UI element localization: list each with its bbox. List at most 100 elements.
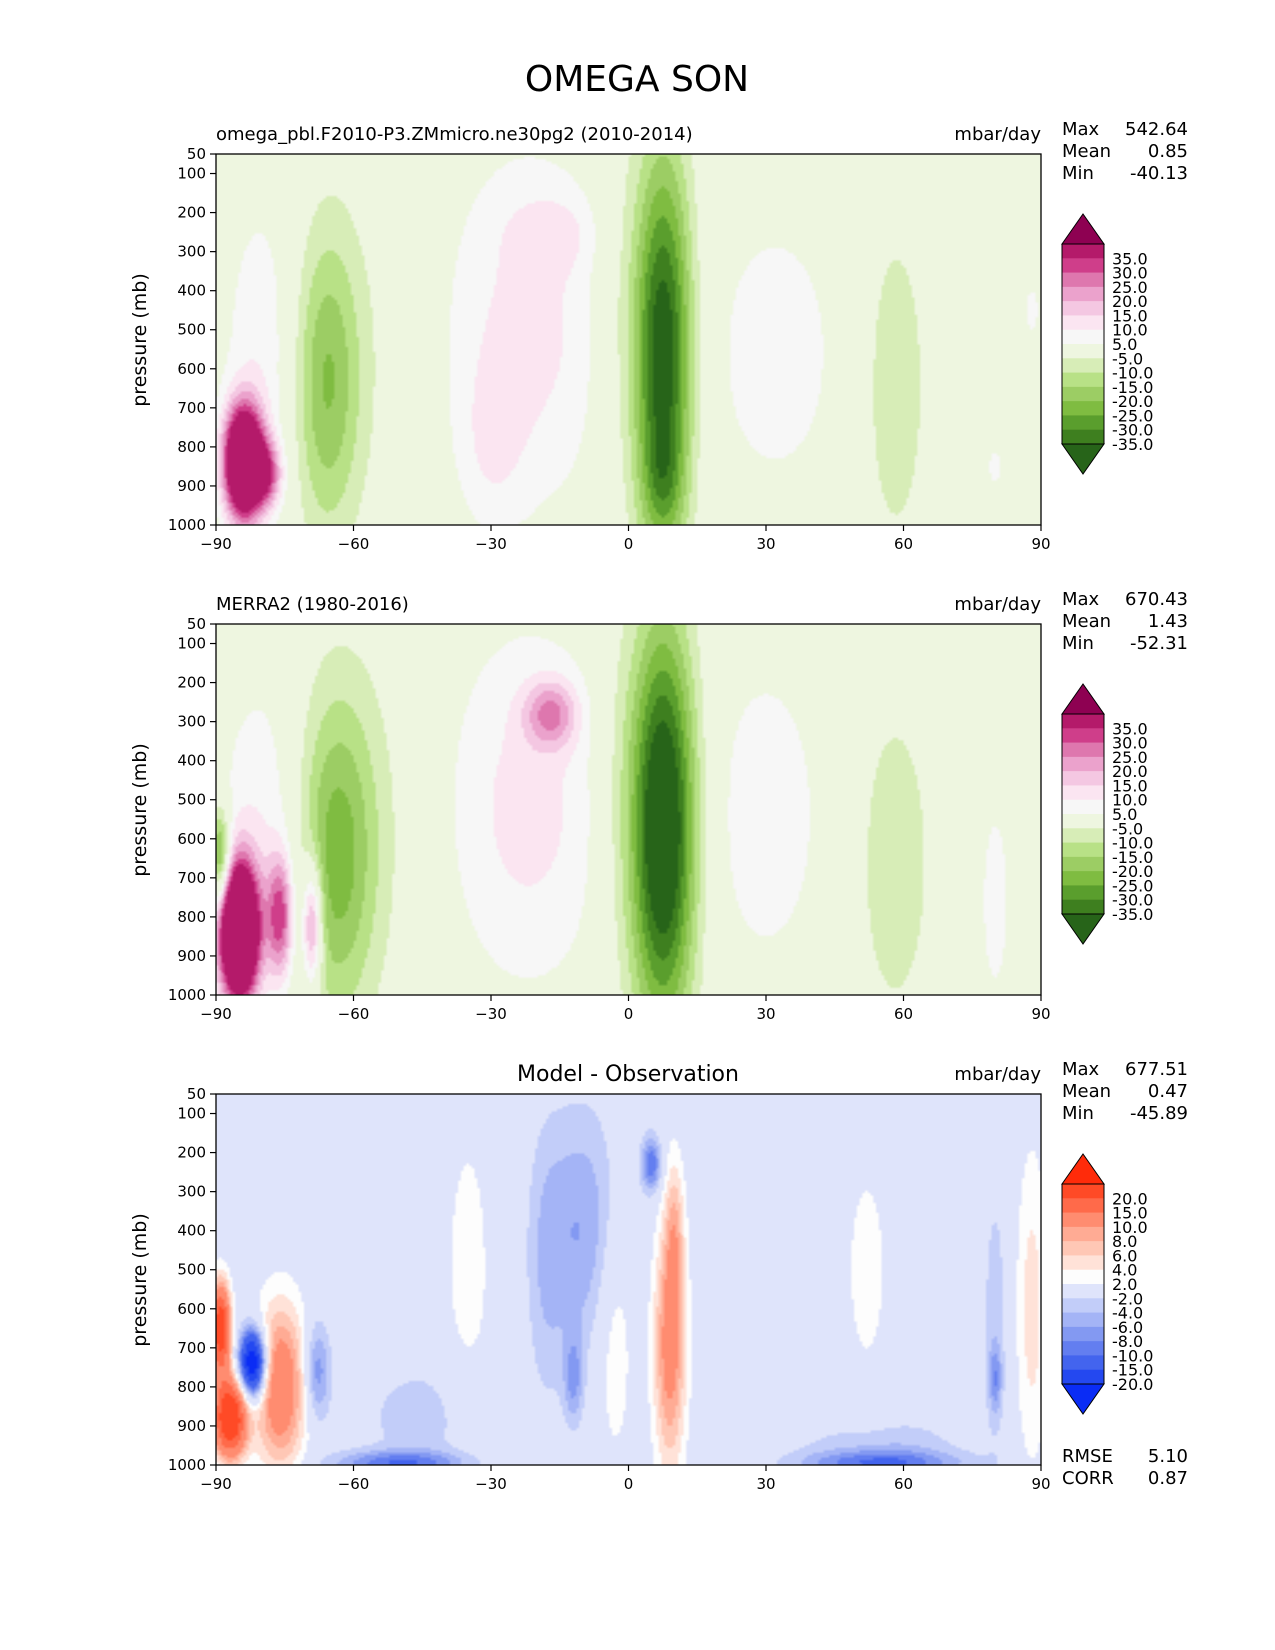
panel-obs-left-title: MERRA2 (1980-2016) [216, 594, 409, 615]
colorbar-label: -8.0 [1112, 1332, 1143, 1351]
panel-obs-stat-mean-label: Mean [1062, 611, 1111, 632]
y-tick-label: 300 [177, 243, 206, 261]
panel-model-left-title: omega_pbl.F2010-P3.ZMmicro.ne30pg2 (2010… [216, 124, 693, 145]
y-tick-label: 800 [177, 908, 206, 926]
panel-obs-y-ticks: 50 100 200 300 400 500 600 700 800 900 1000 [168, 615, 216, 1004]
colorbar-label: -10.0 [1112, 1346, 1153, 1365]
y-tick-label: 900 [177, 477, 206, 495]
colorbar-label: 20.0 [1112, 762, 1148, 781]
colorbar-bin [1062, 358, 1104, 374]
colorbar-bin [1062, 272, 1104, 288]
panel-diff-rmse-value: 5.10 [1148, 1446, 1188, 1467]
colorbar-label: -10.0 [1112, 834, 1153, 853]
colorbar-label: -20.0 [1112, 1375, 1153, 1394]
colorbar-bin [1062, 714, 1104, 729]
x-tick-label: −90 [200, 535, 232, 553]
x-tick-label: 90 [1031, 535, 1050, 553]
colorbar-bin [1062, 899, 1104, 915]
colorbar-label: 2.0 [1112, 1275, 1137, 1294]
panel-obs-ylabel: pressure (mb) [129, 743, 151, 877]
y-tick-label: 600 [177, 360, 206, 378]
panel-model-stat-min-value: -40.13 [1130, 163, 1188, 184]
colorbar-bin [1062, 1269, 1104, 1285]
colorbar-bin [1062, 344, 1104, 359]
panel-model-units: mbar/day [954, 124, 1041, 145]
colorbar-label: 5.0 [1112, 335, 1137, 354]
colorbar-bin [1062, 785, 1104, 801]
y-tick-label: 1000 [168, 1456, 206, 1474]
colorbar-bin [1062, 415, 1104, 431]
y-tick-label: 50 [187, 1085, 206, 1103]
colorbar-frame [1061, 713, 1105, 915]
panel-model-x-ticks: −90 −60 −30 0 30 60 90 [200, 525, 1051, 553]
panel-diff-ylabel: pressure (mb) [129, 1213, 151, 1347]
y-tick-label: 50 [187, 145, 206, 163]
panel-obs-units: mbar/day [954, 594, 1041, 615]
panel-obs-stat-max-label: Max [1062, 589, 1100, 610]
panel-diff-contour-fill [216, 1094, 1041, 1465]
colorbar-bin [1062, 728, 1104, 744]
colorbar-bin [1062, 258, 1104, 274]
y-tick-label: 600 [177, 830, 206, 848]
colorbar-label: 6.0 [1112, 1246, 1137, 1265]
y-tick-label: 300 [177, 1183, 206, 1201]
colorbar-frame [1061, 1183, 1105, 1385]
colorbar-bin [1062, 1184, 1104, 1199]
colorbar-bin [1062, 756, 1104, 772]
panel-diff-corr-label: CORR [1062, 1468, 1114, 1489]
colorbar-label: 25.0 [1112, 748, 1148, 767]
x-tick-label: 60 [894, 1475, 913, 1493]
x-tick-label: 30 [756, 1005, 775, 1023]
colorbar-bin [1062, 842, 1104, 858]
colorbar-label: -15.0 [1112, 1361, 1153, 1380]
colorbar-bin [1062, 1255, 1104, 1271]
colorbar-label: 5.0 [1112, 805, 1137, 824]
y-tick-label: 800 [177, 1378, 206, 1396]
colorbar-bin [1062, 885, 1104, 901]
colorbar-label: 20.0 [1112, 1189, 1148, 1208]
panel-diff-stat-min-label: Min [1062, 1103, 1094, 1124]
colorbar-label: -25.0 [1112, 406, 1153, 425]
y-tick-label: 500 [177, 791, 206, 809]
x-tick-label: −90 [200, 1005, 232, 1023]
colorbar-bin [1062, 386, 1104, 402]
panel-obs-x-ticks: −90 −60 −30 0 30 60 90 [200, 995, 1051, 1023]
colorbar-label: -35.0 [1112, 435, 1153, 454]
colorbar-bin [1062, 1312, 1104, 1328]
panel-diff-stat-mean-label: Mean [1062, 1081, 1111, 1102]
x-tick-label: 30 [756, 535, 775, 553]
colorbar-label: -20.0 [1112, 392, 1153, 411]
y-tick-label: 700 [177, 869, 206, 887]
colorbar-label: -15.0 [1112, 848, 1153, 867]
colorbar-bin [1062, 742, 1104, 758]
colorbar-bin [1062, 799, 1104, 815]
panel-diff-stat-max-value: 677.51 [1125, 1059, 1188, 1080]
y-tick-label: 200 [177, 674, 206, 692]
panel-obs-stat-max-value: 670.43 [1125, 589, 1188, 610]
colorbar-extend-min [1061, 1383, 1105, 1415]
colorbar-extend-min [1061, 913, 1105, 945]
colorbar-bin [1062, 1198, 1104, 1214]
panel-diff-center-title: Model - Observation [517, 1062, 739, 1087]
panel-diff-colorbar: 20.015.010.08.06.04.02.0-2.0-4.0-6.0-8.0… [1061, 1153, 1153, 1415]
colorbar-label: -30.0 [1112, 891, 1153, 910]
colorbar-label: 8.0 [1112, 1232, 1137, 1251]
colorbar-extend-max [1061, 213, 1105, 245]
colorbar-bin [1062, 771, 1104, 786]
x-tick-label: 90 [1031, 1475, 1050, 1493]
x-tick-label: 60 [894, 535, 913, 553]
y-tick-label: 700 [177, 1339, 206, 1357]
colorbar-bin [1062, 1226, 1104, 1242]
colorbar-bin [1062, 1212, 1104, 1228]
y-tick-label: 500 [177, 1261, 206, 1279]
panel-diff-units: mbar/day [954, 1064, 1041, 1085]
x-tick-label: 0 [624, 535, 634, 553]
panel-model-y-ticks: 50 100 200 300 400 500 600 700 800 900 1000 [168, 145, 216, 534]
panel-model-stat-max-value: 542.64 [1125, 119, 1188, 140]
colorbar-bin [1062, 1298, 1104, 1314]
x-tick-label: 0 [624, 1005, 634, 1023]
y-tick-label: 200 [177, 1144, 206, 1162]
colorbar-bin [1062, 1326, 1104, 1342]
